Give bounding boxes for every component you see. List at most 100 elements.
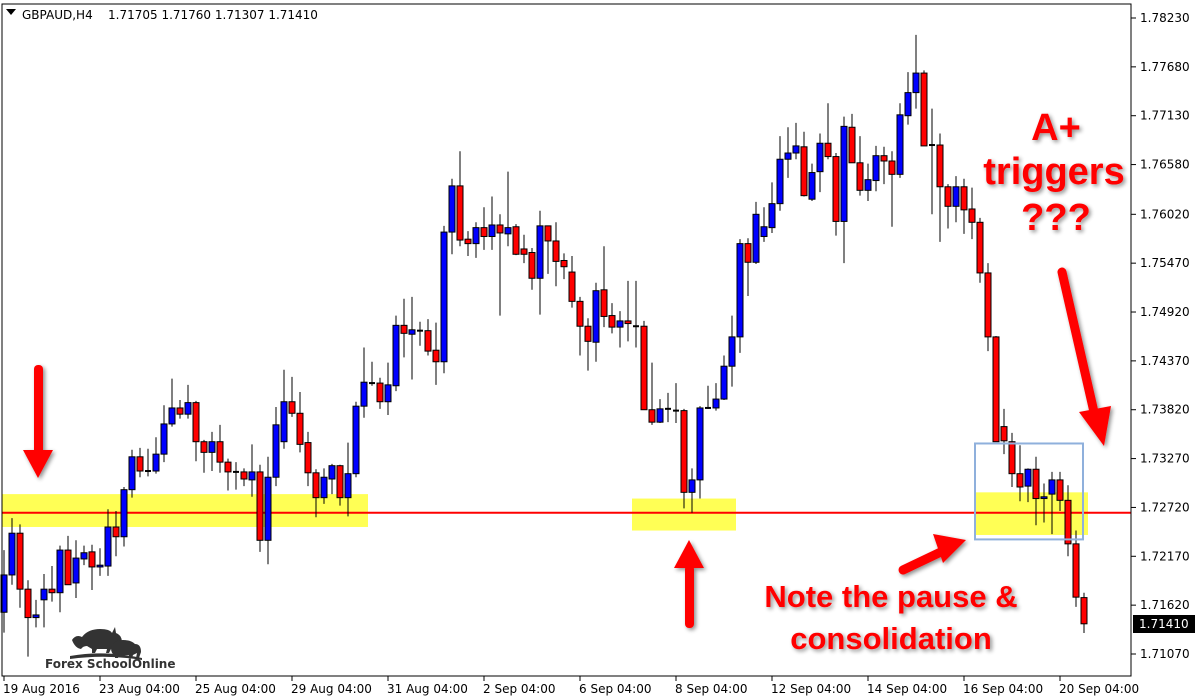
candle-body-bull <box>912 72 920 94</box>
candle <box>712 383 720 411</box>
candle-body-bull <box>168 407 176 425</box>
candle <box>856 136 864 196</box>
annotation-note-line1: Note the pause & <box>764 579 1017 614</box>
time-axis[interactable]: 19 Aug 2016 23 Aug 04:00 25 Aug 04:00 29 Au… <box>3 676 1139 696</box>
candle <box>272 407 280 487</box>
candle <box>352 401 360 478</box>
candle <box>360 347 368 418</box>
candle-body-bear <box>496 224 504 234</box>
candle-body-bull <box>736 243 744 338</box>
candle <box>288 376 296 417</box>
candle <box>160 405 168 463</box>
candle <box>72 540 80 599</box>
candle-body-bear <box>608 315 616 328</box>
candle-body-bull <box>392 324 400 387</box>
logo-text: Forex SchoolOnline <box>45 657 175 671</box>
candle-body-bear <box>1032 468 1040 500</box>
candle <box>320 468 328 504</box>
candle <box>976 217 984 283</box>
price-tick-label: 1.76580 <box>1140 158 1190 172</box>
candle-body-bear <box>192 402 200 443</box>
candle-body-bear <box>560 259 568 268</box>
candle-body-bear <box>584 325 592 342</box>
candle-body-bull <box>408 329 416 335</box>
candle <box>32 599 40 628</box>
candle <box>872 145 880 192</box>
candle-body-bull <box>1048 479 1056 495</box>
candle <box>480 207 488 250</box>
price-tick-label: 1.76020 <box>1140 207 1190 221</box>
candle <box>992 336 1000 443</box>
candle <box>800 131 808 197</box>
candle <box>1008 432 1016 488</box>
candle <box>673 383 679 424</box>
candle-body-bear <box>568 271 576 302</box>
candle <box>984 263 992 352</box>
candle <box>184 384 192 419</box>
candle <box>1072 530 1080 607</box>
candle <box>233 462 239 490</box>
candle <box>408 296 416 380</box>
candle-body-bear <box>984 272 992 338</box>
candle <box>1056 471 1064 511</box>
candle-body-bear <box>336 465 344 499</box>
candle <box>48 566 56 602</box>
candle-body-bull <box>248 471 256 481</box>
candle <box>912 34 920 109</box>
candle <box>600 246 608 328</box>
price-axis[interactable]: 1.78230 1.77680 1.77130 1.76580 1.76020 1.754… <box>1131 11 1190 661</box>
candle <box>40 574 48 628</box>
price-tick-label: 1.74370 <box>1140 354 1190 368</box>
price-tick-label: 1.75470 <box>1140 256 1190 270</box>
price-tick-label: 1.77680 <box>1140 60 1190 74</box>
candle-body-bear <box>944 186 952 207</box>
candle <box>448 178 456 255</box>
consolidation-box <box>974 442 1084 541</box>
candle-body-bear <box>224 461 232 473</box>
candle <box>392 315 400 392</box>
candle-body-bear <box>1000 426 1008 442</box>
candle <box>464 231 472 257</box>
candle-body-bull <box>952 186 960 207</box>
candle-body-bear <box>88 551 96 568</box>
candle-body-bear <box>552 240 560 262</box>
candle <box>840 116 848 264</box>
candle-body-bull <box>728 336 736 367</box>
candle-body-bear <box>376 382 384 403</box>
candle <box>640 320 648 411</box>
candle-body-bull <box>344 473 352 499</box>
candle-body-bear <box>624 320 632 325</box>
candle <box>944 184 952 229</box>
candle <box>832 153 840 236</box>
price-tick-label: 1.72720 <box>1140 500 1190 514</box>
triangle-down-icon[interactable] <box>6 9 16 15</box>
candle <box>136 447 144 478</box>
candle-body-bear <box>936 144 944 188</box>
candle-body-bear <box>680 410 688 493</box>
annotation-triggers: triggers <box>983 151 1124 193</box>
time-tick-label: 23 Aug 04:00 <box>99 682 180 696</box>
candle <box>296 391 304 453</box>
candle <box>400 298 408 358</box>
candle <box>656 399 664 424</box>
candle <box>680 408 688 509</box>
candle-body-bull <box>0 574 8 613</box>
candle-body-bull <box>864 179 872 191</box>
candle <box>648 362 656 425</box>
candle-body-bear <box>296 412 304 445</box>
candle <box>344 442 352 517</box>
candle-body-bull <box>904 92 912 117</box>
candle <box>904 72 912 125</box>
candle-body-bear <box>512 226 520 255</box>
candle <box>728 315 736 387</box>
candle <box>936 133 944 242</box>
candle-body-bear <box>544 225 552 242</box>
candle-body-bear <box>200 441 208 453</box>
price-tick-label: 1.73820 <box>1140 403 1190 417</box>
candle <box>929 108 935 215</box>
candle <box>512 224 520 256</box>
candle-body-bull <box>720 365 728 400</box>
time-tick-label: 6 Sep 04:00 <box>579 682 651 696</box>
